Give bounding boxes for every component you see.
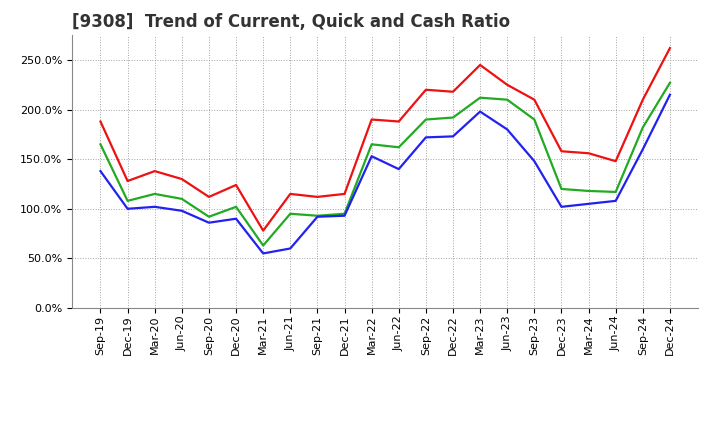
Cash Ratio [503,127,511,132]
Quick Ratio [665,80,674,85]
Current Ratio [611,158,620,164]
Cash Ratio [204,220,213,225]
Cash Ratio [584,201,593,206]
Current Ratio [367,117,376,122]
Current Ratio [395,119,403,124]
Cash Ratio [395,166,403,172]
Cash Ratio [96,169,105,174]
Current Ratio [232,182,240,187]
Current Ratio [421,87,430,92]
Quick Ratio [395,145,403,150]
Cash Ratio [259,251,268,256]
Cash Ratio [476,109,485,114]
Current Ratio [530,97,539,103]
Quick Ratio [449,115,457,120]
Current Ratio [123,178,132,183]
Quick Ratio [178,196,186,202]
Current Ratio [150,169,159,174]
Quick Ratio [96,142,105,147]
Cash Ratio [530,158,539,164]
Quick Ratio [476,95,485,100]
Cash Ratio [367,154,376,159]
Cash Ratio [123,206,132,212]
Quick Ratio [584,188,593,194]
Quick Ratio [232,204,240,209]
Quick Ratio [204,214,213,220]
Quick Ratio [530,117,539,122]
Cash Ratio [341,213,349,218]
Line: Cash Ratio: Cash Ratio [101,95,670,253]
Current Ratio [204,194,213,199]
Current Ratio [313,194,322,199]
Current Ratio [584,150,593,156]
Cash Ratio [178,208,186,213]
Cash Ratio [557,204,566,209]
Quick Ratio [123,198,132,204]
Cash Ratio [611,198,620,204]
Current Ratio [259,228,268,233]
Quick Ratio [611,189,620,194]
Current Ratio [178,176,186,182]
Current Ratio [503,82,511,88]
Current Ratio [476,62,485,68]
Quick Ratio [313,213,322,218]
Quick Ratio [367,142,376,147]
Quick Ratio [503,97,511,103]
Current Ratio [639,97,647,103]
Quick Ratio [639,125,647,130]
Quick Ratio [286,211,294,216]
Current Ratio [449,89,457,95]
Current Ratio [96,119,105,124]
Cash Ratio [286,246,294,251]
Cash Ratio [639,147,647,152]
Current Ratio [665,45,674,51]
Line: Quick Ratio: Quick Ratio [101,83,670,246]
Quick Ratio [150,191,159,197]
Current Ratio [557,149,566,154]
Cash Ratio [150,204,159,209]
Cash Ratio [665,92,674,97]
Quick Ratio [259,243,268,248]
Cash Ratio [232,216,240,221]
Current Ratio [341,191,349,197]
Cash Ratio [313,214,322,220]
Text: [9308]  Trend of Current, Quick and Cash Ratio: [9308] Trend of Current, Quick and Cash … [72,13,510,31]
Line: Current Ratio: Current Ratio [101,48,670,231]
Cash Ratio [449,134,457,139]
Quick Ratio [557,186,566,191]
Quick Ratio [341,211,349,216]
Quick Ratio [421,117,430,122]
Current Ratio [286,191,294,197]
Cash Ratio [421,135,430,140]
